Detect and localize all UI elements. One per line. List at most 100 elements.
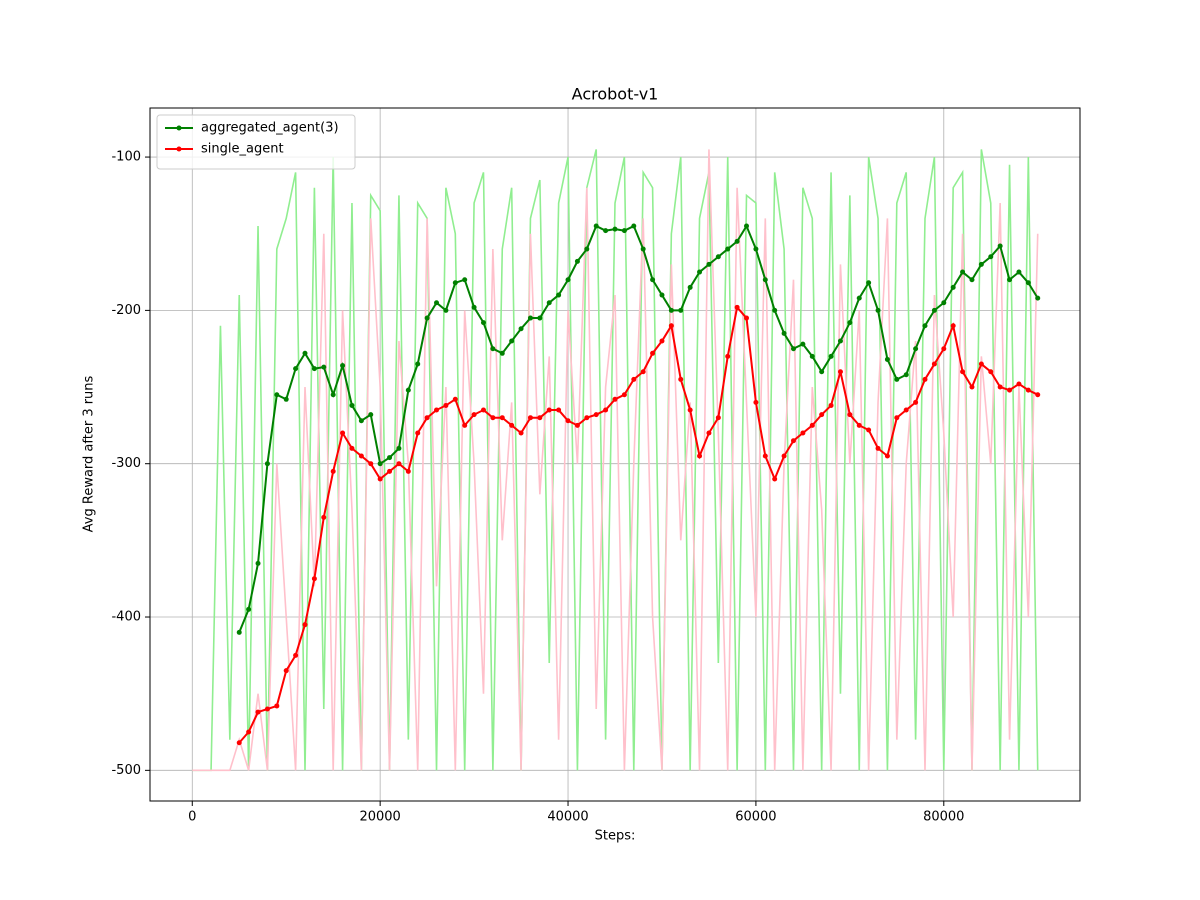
series-marker bbox=[668, 323, 674, 329]
series-marker bbox=[593, 412, 599, 418]
legend-label: single_agent bbox=[201, 142, 284, 157]
series-marker bbox=[603, 407, 609, 413]
series-marker bbox=[480, 407, 486, 413]
series-marker bbox=[1035, 295, 1041, 301]
series-marker bbox=[293, 366, 299, 372]
series-marker bbox=[978, 261, 984, 267]
series-marker bbox=[640, 369, 646, 375]
series-marker bbox=[744, 315, 750, 321]
series-marker bbox=[264, 461, 270, 467]
series-marker bbox=[913, 399, 919, 405]
series-marker bbox=[246, 729, 252, 735]
series-marker bbox=[302, 350, 308, 356]
series-marker bbox=[903, 407, 909, 413]
series-marker bbox=[950, 323, 956, 329]
series-marker bbox=[255, 560, 261, 566]
series-marker bbox=[358, 453, 364, 459]
series-marker bbox=[396, 445, 402, 451]
series-marker bbox=[311, 366, 317, 372]
series-marker bbox=[509, 422, 515, 428]
series-marker bbox=[997, 243, 1003, 249]
series-marker bbox=[621, 228, 627, 234]
x-tick-label: 20000 bbox=[359, 810, 400, 825]
series-marker bbox=[650, 350, 656, 356]
series-marker bbox=[725, 246, 731, 252]
series-marker bbox=[1025, 387, 1031, 393]
series-marker bbox=[283, 396, 289, 402]
series-marker bbox=[546, 407, 552, 413]
series-marker bbox=[612, 396, 618, 402]
legend-label: aggregated_agent(3) bbox=[201, 121, 339, 136]
series-marker bbox=[866, 427, 872, 433]
series-marker bbox=[800, 341, 806, 347]
series-marker bbox=[668, 307, 674, 313]
series-marker bbox=[960, 369, 966, 375]
series-marker bbox=[321, 514, 327, 520]
series-marker bbox=[556, 292, 562, 298]
series-marker bbox=[264, 706, 270, 712]
series-marker bbox=[847, 320, 853, 326]
series-marker bbox=[922, 323, 928, 329]
series-marker bbox=[302, 622, 308, 628]
series-marker bbox=[452, 396, 458, 402]
series-marker bbox=[884, 356, 890, 362]
series-marker bbox=[969, 384, 975, 390]
series-marker bbox=[809, 353, 815, 359]
series-marker bbox=[1035, 392, 1041, 398]
series-marker bbox=[584, 415, 590, 421]
series-marker bbox=[697, 453, 703, 459]
series-marker bbox=[574, 422, 580, 428]
series-marker bbox=[405, 387, 411, 393]
series-marker bbox=[330, 468, 336, 474]
series-marker bbox=[330, 392, 336, 398]
series-marker bbox=[931, 361, 937, 367]
series-marker bbox=[790, 438, 796, 444]
x-axis-label: Steps: bbox=[595, 829, 636, 844]
series-marker bbox=[819, 412, 825, 418]
series-marker bbox=[340, 363, 346, 369]
series-marker bbox=[349, 445, 355, 451]
series-marker bbox=[527, 415, 533, 421]
series-marker bbox=[311, 576, 317, 582]
series-marker bbox=[706, 430, 712, 436]
series-marker bbox=[358, 418, 364, 424]
series-marker bbox=[349, 402, 355, 408]
series-marker bbox=[790, 346, 796, 352]
series-marker bbox=[762, 453, 768, 459]
series-marker bbox=[988, 369, 994, 375]
series-marker bbox=[828, 353, 834, 359]
series-marker bbox=[424, 415, 430, 421]
series-marker bbox=[687, 407, 693, 413]
series-marker bbox=[274, 703, 280, 709]
series-marker bbox=[678, 307, 684, 313]
series-marker bbox=[697, 269, 703, 275]
series-marker bbox=[903, 372, 909, 378]
series-marker bbox=[762, 277, 768, 283]
series-marker bbox=[1025, 280, 1031, 286]
series-marker bbox=[922, 376, 928, 382]
series-marker bbox=[1016, 269, 1022, 275]
series-marker bbox=[706, 261, 712, 267]
series-marker bbox=[574, 258, 580, 264]
series-marker bbox=[978, 361, 984, 367]
series-marker bbox=[321, 364, 327, 370]
series-marker bbox=[687, 284, 693, 290]
plot-area bbox=[145, 107, 1081, 806]
series-marker bbox=[1007, 387, 1013, 393]
y-tick-label: -500 bbox=[111, 763, 141, 778]
series-marker bbox=[415, 361, 421, 367]
series-marker bbox=[499, 350, 505, 356]
series-marker bbox=[490, 346, 496, 352]
series-marker bbox=[546, 300, 552, 306]
y-axis-label: Avg Reward after 3 runs bbox=[82, 375, 97, 532]
series-marker bbox=[875, 445, 881, 451]
series-marker bbox=[744, 223, 750, 229]
series-marker bbox=[734, 304, 740, 310]
series-marker bbox=[950, 284, 956, 290]
series-marker bbox=[377, 461, 383, 467]
series-marker bbox=[847, 412, 853, 418]
legend-box bbox=[156, 114, 356, 170]
series-marker bbox=[527, 315, 533, 321]
series-marker bbox=[537, 315, 543, 321]
series-marker bbox=[1016, 381, 1022, 387]
